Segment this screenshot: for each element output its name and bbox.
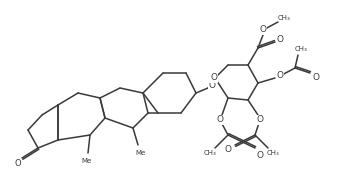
- Text: O: O: [209, 82, 216, 90]
- Text: CH₃: CH₃: [204, 150, 216, 156]
- Text: Me: Me: [135, 150, 145, 156]
- Text: Me: Me: [82, 158, 92, 164]
- Text: O: O: [217, 116, 223, 124]
- Text: O: O: [257, 151, 263, 159]
- Text: O: O: [276, 35, 284, 45]
- Text: CH₃: CH₃: [267, 150, 279, 156]
- Text: O: O: [211, 74, 217, 82]
- Text: CH₃: CH₃: [295, 46, 307, 52]
- Text: CH₃: CH₃: [278, 15, 290, 21]
- Text: O: O: [224, 145, 232, 155]
- Text: O: O: [257, 116, 263, 124]
- Text: O: O: [259, 25, 267, 35]
- Text: O: O: [276, 72, 284, 80]
- Text: O: O: [313, 72, 320, 82]
- Text: O: O: [15, 159, 21, 167]
